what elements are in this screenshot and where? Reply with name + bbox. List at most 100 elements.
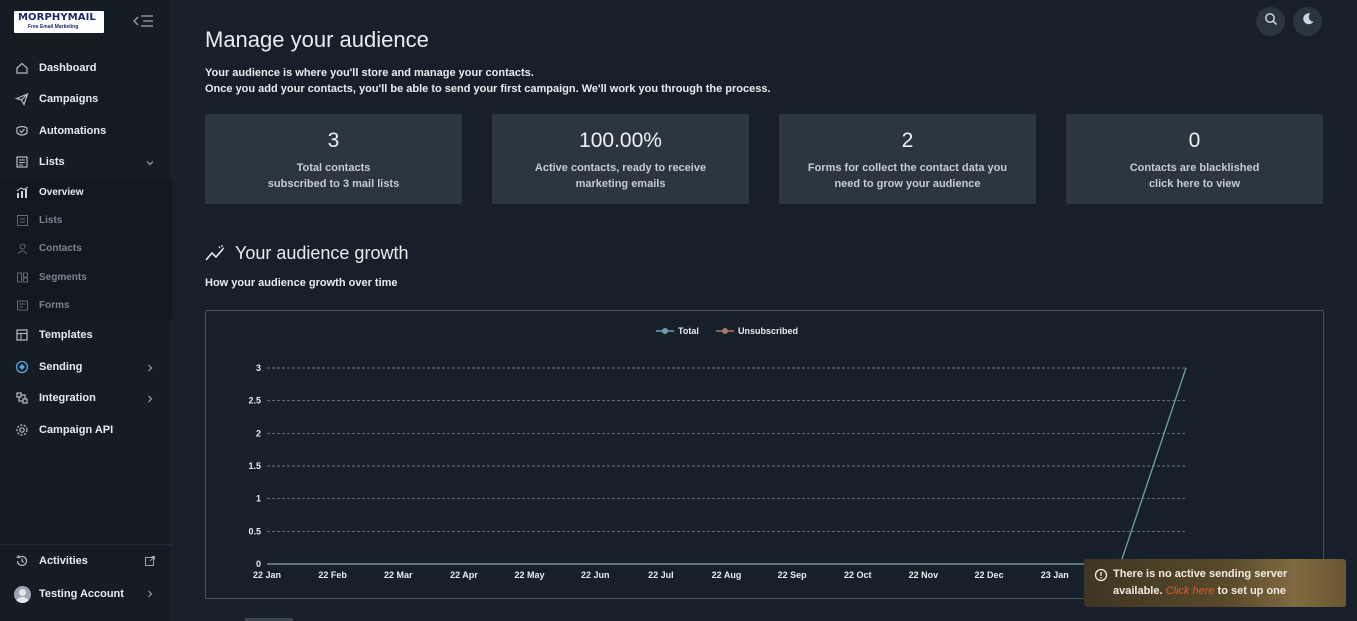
chart-svg: 0 0.5 1 1.5 2 2.5 3 22 Jan 22 Feb 22 Mar 22 Apr 22 … bbox=[248, 326, 1200, 580]
search-icon bbox=[1264, 12, 1278, 31]
lists-subnav: Overview Lists Contacts Segments Forms bbox=[0, 178, 172, 320]
sidebar-subitem-overview[interactable]: Overview bbox=[0, 178, 172, 206]
gear-icon bbox=[14, 422, 30, 438]
stat-value: 2 bbox=[901, 129, 914, 152]
stat-value: 0 bbox=[1188, 129, 1201, 152]
search-button[interactable] bbox=[1256, 7, 1285, 36]
avatar bbox=[14, 585, 31, 603]
stat-line: Total contacts bbox=[296, 162, 371, 174]
paper-plane-icon bbox=[14, 91, 30, 107]
sidebar-item-dashboard[interactable]: Dashboard bbox=[0, 52, 172, 84]
sidebar-nav: Dashboard Campaigns Automations Lists Ov… bbox=[0, 52, 172, 445]
x-tick-label: 22 Mar bbox=[384, 570, 413, 580]
sidebar-subitem-lists[interactable]: Lists bbox=[0, 206, 172, 234]
y-tick-label: 1.5 bbox=[248, 461, 261, 471]
page-title: Manage your audience bbox=[205, 27, 429, 52]
intro-line: Once you add your contacts, you'll be ab… bbox=[205, 83, 771, 95]
stat-card-total-contacts[interactable]: 3 Total contacts subscribed to 3 mail li… bbox=[205, 114, 462, 204]
x-tick-label: 22 May bbox=[515, 570, 545, 580]
subitem-label: Segments bbox=[39, 271, 87, 283]
sidebar-item-label: Campaign API bbox=[39, 423, 114, 436]
y-tick-label: 2.5 bbox=[248, 396, 261, 406]
stat-description: Total contacts subscribed to 3 mail list… bbox=[205, 160, 462, 192]
growth-title: Your audience growth bbox=[235, 243, 409, 263]
subitem-label: Forms bbox=[39, 299, 70, 311]
x-tick-label: 22 Apr bbox=[450, 570, 478, 580]
x-tick-label: 22 Oct bbox=[844, 570, 872, 580]
sidebar-item-account[interactable]: Testing Account bbox=[0, 579, 172, 609]
bar-chart-icon bbox=[14, 184, 30, 200]
sidebar-item-label: Integration bbox=[39, 392, 96, 405]
stat-line: Active contacts, ready to receive bbox=[534, 162, 707, 174]
stat-value: 100.00% bbox=[579, 129, 662, 152]
sidebar-item-automations[interactable]: Automations bbox=[0, 115, 172, 147]
stat-card-active-contacts[interactable]: 100.00% Active contacts, ready to receiv… bbox=[492, 114, 749, 204]
trend-icon bbox=[205, 244, 225, 264]
x-tick-label: 22 Sep bbox=[778, 570, 808, 580]
sidebar-subitem-contacts[interactable]: Contacts bbox=[0, 235, 172, 263]
stat-value: 3 bbox=[327, 129, 340, 152]
audience-growth-chart: 0 0.5 1 1.5 2 2.5 3 22 Jan 22 Feb 22 Mar 22 Apr 22 … bbox=[205, 310, 1324, 599]
stat-description: Forms for collect the contact data you n… bbox=[779, 160, 1036, 192]
form-icon bbox=[14, 297, 30, 313]
account-label: Testing Account bbox=[39, 588, 124, 600]
toast-setup-link[interactable]: Click here bbox=[1165, 585, 1215, 597]
page-intro: Your audience is where you'll store and … bbox=[205, 65, 771, 97]
sidebar-subitem-forms[interactable]: Forms bbox=[0, 291, 172, 319]
sending-icon bbox=[14, 359, 30, 375]
series-line-total bbox=[267, 367, 1187, 565]
x-tick-label: 22 Jun bbox=[581, 570, 610, 580]
brand-logo[interactable]: MORPHYMAIL Free Email Marketing bbox=[14, 11, 104, 33]
y-tick-label: 2 bbox=[256, 428, 261, 438]
chevron-right-icon bbox=[146, 363, 154, 372]
growth-subtitle: How your audience growth over time bbox=[205, 277, 398, 289]
sidebar-item-templates[interactable]: Templates bbox=[0, 319, 172, 351]
external-link-icon bbox=[144, 555, 156, 567]
sidebar-item-label: Lists bbox=[39, 156, 65, 169]
legend-marker bbox=[722, 328, 728, 334]
stat-line: need to grow your audience bbox=[834, 178, 981, 190]
sidebar-item-label: Sending bbox=[39, 360, 83, 373]
sidebar-item-sending[interactable]: Sending bbox=[0, 351, 172, 383]
stat-card-forms[interactable]: 2 Forms for collect the contact data you… bbox=[779, 114, 1036, 204]
y-tick-label: 1 bbox=[256, 494, 261, 504]
chevron-right-icon bbox=[146, 394, 154, 403]
logo-tagline: Free Email Marketing bbox=[28, 24, 79, 30]
chevron-down-icon bbox=[146, 158, 154, 166]
x-tick-label: 22 Aug bbox=[712, 570, 742, 580]
toast-message-2: available. Click here to set up one bbox=[1113, 583, 1286, 600]
stat-card-blacklisted[interactable]: 0 Contacts are blacklished click here to… bbox=[1066, 114, 1323, 204]
y-tick-label: 0 bbox=[256, 559, 261, 569]
x-tick-label: 22 Feb bbox=[318, 570, 347, 580]
moon-icon bbox=[1301, 12, 1315, 31]
sidebar-item-label: Templates bbox=[39, 329, 93, 342]
legend-marker bbox=[662, 328, 668, 334]
collapse-sidebar-icon[interactable] bbox=[132, 12, 156, 30]
templates-icon bbox=[14, 327, 30, 343]
chevron-right-icon bbox=[144, 588, 156, 600]
sidebar-subitem-segments[interactable]: Segments bbox=[0, 263, 172, 291]
sidebar-item-campaign-api[interactable]: Campaign API bbox=[0, 414, 172, 446]
sidebar-divider bbox=[0, 544, 172, 545]
sidebar-item-campaigns[interactable]: Campaigns bbox=[0, 84, 172, 116]
toast-message: There is no active sending server bbox=[1113, 568, 1288, 580]
x-tick-label: 22 Nov bbox=[909, 570, 939, 580]
activities-label: Activities bbox=[39, 555, 88, 567]
lists-icon bbox=[14, 154, 30, 170]
sidebar-item-integration[interactable]: Integration bbox=[0, 382, 172, 414]
x-tick-label: 22 Jul bbox=[648, 570, 674, 580]
sidebar-item-lists[interactable]: Lists bbox=[0, 147, 172, 179]
x-tick-label: 22 Dec bbox=[975, 570, 1004, 580]
sidebar-item-activities[interactable]: Activities bbox=[0, 546, 172, 576]
subitem-label: Lists bbox=[39, 214, 63, 226]
sending-server-toast[interactable]: There is no active sending server availa… bbox=[1084, 559, 1346, 607]
dark-mode-toggle[interactable] bbox=[1293, 7, 1322, 36]
logo-row: MORPHYMAIL Free Email Marketing bbox=[14, 11, 164, 33]
stat-description: Active contacts, ready to receive market… bbox=[492, 160, 749, 192]
stat-line: Contacts are blacklished bbox=[1129, 162, 1260, 174]
stat-description: Contacts are blacklished click here to v… bbox=[1066, 160, 1323, 192]
toast-suffix: to set up one bbox=[1214, 585, 1286, 597]
sidebar-item-label: Automations bbox=[39, 124, 107, 137]
stat-line: marketing emails bbox=[575, 178, 666, 190]
sidebar-item-label: Campaigns bbox=[39, 93, 99, 106]
